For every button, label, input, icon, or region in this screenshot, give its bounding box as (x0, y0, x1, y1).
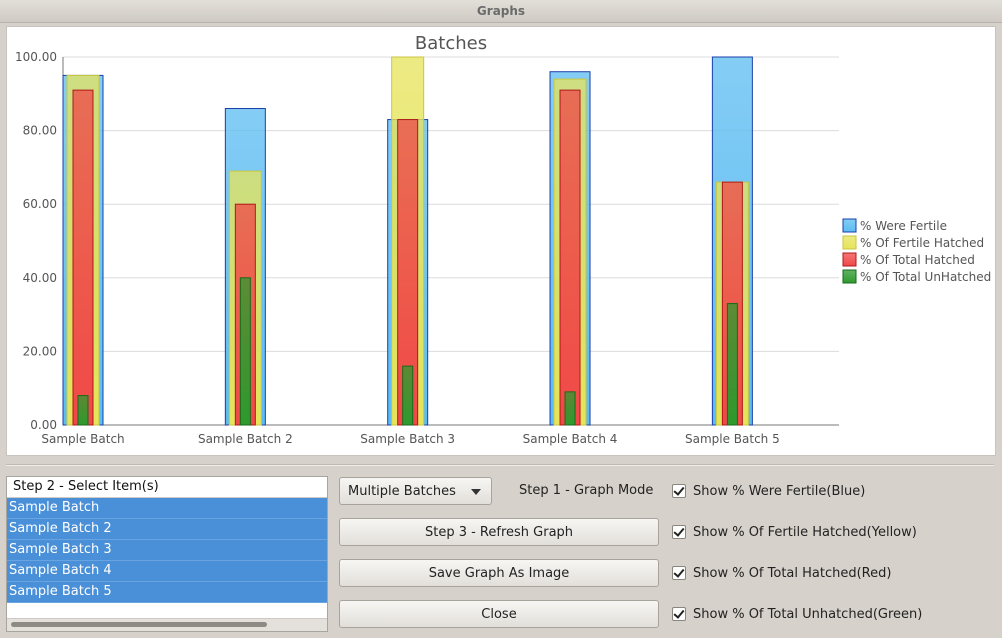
legend-label: % Of Total UnHatched (860, 270, 991, 284)
chevron-down-icon (471, 489, 481, 495)
y-tick-label: 60.00 (23, 197, 57, 211)
option-show-total-unhatched[interactable]: Show % Of Total Unhatched(Green) (672, 606, 922, 624)
save-graph-button[interactable]: Save Graph As Image (339, 559, 659, 587)
bar (559, 89, 581, 426)
graph-mode-dropdown[interactable]: Multiple Batches (339, 477, 492, 505)
window-title: Graphs (0, 0, 1002, 23)
list-item[interactable]: Sample Batch 2 (7, 519, 327, 540)
x-tick-label: Sample Batch 5 (685, 432, 780, 446)
option-label: Show % Of Total Hatched(Red) (693, 566, 892, 581)
horizontal-scrollbar[interactable] (7, 618, 327, 631)
option-label: Show % Of Total Unhatched(Green) (693, 607, 923, 622)
scrollbar-thumb[interactable] (11, 622, 267, 627)
option-show-total-hatched[interactable]: Show % Of Total Hatched(Red) (672, 565, 891, 583)
x-tick-label: Sample Batch 3 (360, 432, 455, 446)
option-label: Show % Of Fertile Hatched(Yellow) (693, 525, 917, 540)
refresh-graph-button[interactable]: Step 3 - Refresh Graph (339, 518, 659, 546)
legend-swatch (842, 218, 857, 233)
option-show-fertile[interactable]: Show % Were Fertile(Blue) (672, 483, 865, 501)
bar (77, 395, 89, 426)
item-list[interactable]: Step 2 - Select Item(s) Sample Batch Sam… (6, 476, 328, 632)
checkbox-checked-icon[interactable] (672, 525, 686, 539)
bar (239, 277, 251, 426)
batches-chart: Batches 0.00 20.00 40.00 60.00 80.00 100.00 Sam… (15, 33, 991, 446)
x-tick-label: Sample Batch 2 (198, 432, 293, 446)
legend-label: % Of Fertile Hatched (860, 236, 984, 250)
legend-label: % Were Fertile (860, 219, 947, 233)
graph-mode-label: Step 1 - Graph Mode (519, 483, 654, 498)
y-tick-label: 0.00 (30, 418, 57, 432)
checkbox-checked-icon[interactable] (672, 566, 686, 580)
legend-swatch (842, 252, 857, 267)
y-tick-label: 100.00 (15, 50, 57, 64)
x-tick-label: Sample Batch 4 (523, 432, 618, 446)
graph-mode-value: Multiple Batches (348, 484, 456, 499)
close-button[interactable]: Close (339, 600, 659, 628)
bar (726, 303, 738, 426)
chart-panel: Batches 0.00 20.00 40.00 60.00 80.00 100.00 Sam… (6, 26, 996, 456)
separator (6, 464, 994, 466)
bar (564, 391, 576, 426)
legend-swatch (842, 235, 857, 250)
checkbox-checked-icon[interactable] (672, 484, 686, 498)
checkbox-checked-icon[interactable] (672, 607, 686, 621)
option-show-fertile-hatched[interactable]: Show % Of Fertile Hatched(Yellow) (672, 524, 917, 542)
bar (72, 89, 94, 426)
item-list-header: Step 2 - Select Item(s) (7, 477, 327, 498)
legend-swatch (842, 269, 857, 284)
legend-label: % Of Total Hatched (860, 253, 975, 267)
option-label: Show % Were Fertile(Blue) (693, 484, 866, 499)
list-item[interactable]: Sample Batch (7, 498, 327, 519)
list-item[interactable]: Sample Batch 4 (7, 561, 327, 582)
y-tick-label: 40.00 (23, 271, 57, 285)
list-item[interactable]: Sample Batch 3 (7, 540, 327, 561)
y-tick-label: 80.00 (23, 124, 57, 138)
list-item[interactable]: Sample Batch 5 (7, 582, 327, 603)
y-tick-label: 20.00 (23, 344, 57, 358)
x-tick-label: Sample Batch (41, 432, 124, 446)
chart-title: Batches (415, 33, 487, 54)
bar (402, 365, 414, 426)
